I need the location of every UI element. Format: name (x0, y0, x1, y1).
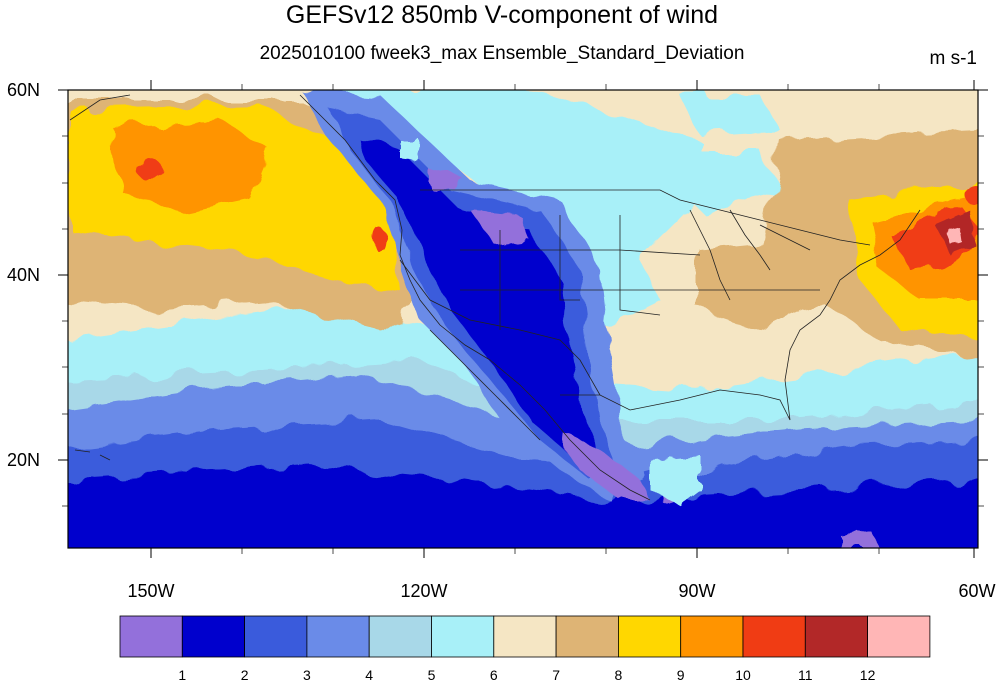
plot-subtitle: 2025010100 fweek3_max Ensemble_Standard_… (259, 43, 745, 64)
map-frame (67, 89, 979, 549)
lat-label-40n: 40N (6, 265, 40, 285)
colorbar-label: 6 (489, 667, 498, 683)
lon-label-90w: 90W (678, 581, 716, 601)
colorbar-swatch (306, 615, 370, 658)
axis-ticks (58, 80, 988, 558)
colorbar-swatch (181, 615, 246, 658)
colorbar-label: 11 (798, 667, 813, 683)
coastlines (69, 94, 921, 501)
units-label: m s-1 (929, 48, 978, 69)
lat-label-60n: 60N (6, 80, 40, 100)
map-field (68, 90, 978, 548)
colorbar-swatch (680, 615, 744, 658)
colorbar-label: 3 (302, 667, 311, 683)
colorbar-label: 2 (240, 667, 249, 683)
colorbar-swatch (244, 615, 308, 658)
colorbar-swatch (493, 615, 557, 658)
colorbar-label: 10 (735, 667, 751, 683)
colorbar-swatch (804, 615, 868, 658)
colorbar-swatch (742, 615, 806, 658)
lat-label-20n: 20N (6, 450, 40, 470)
colorbar-swatch (555, 615, 619, 658)
lon-label-60w: 60W (958, 581, 996, 601)
colorbar-swatch (431, 615, 495, 658)
colorbar-label: 5 (427, 667, 436, 683)
colorbar-label: 4 (365, 667, 374, 683)
colorbar-label: 7 (552, 667, 560, 683)
colorbar-label: 9 (676, 667, 685, 683)
lon-label-120w: 120W (400, 581, 448, 601)
lon-label-150w: 150W (127, 581, 175, 601)
colorbar (119, 615, 931, 658)
colorbar-swatch (119, 615, 183, 658)
colorbar-swatch (368, 615, 432, 658)
colorbar-swatch (867, 615, 931, 658)
colorbar-label: 1 (178, 667, 187, 683)
colorbar-swatch (618, 615, 682, 658)
colorbar-label: 8 (614, 667, 623, 683)
plot-title: GEFSv12 850mb V-component of wind (285, 1, 719, 29)
colorbar-label: 12 (859, 667, 876, 683)
